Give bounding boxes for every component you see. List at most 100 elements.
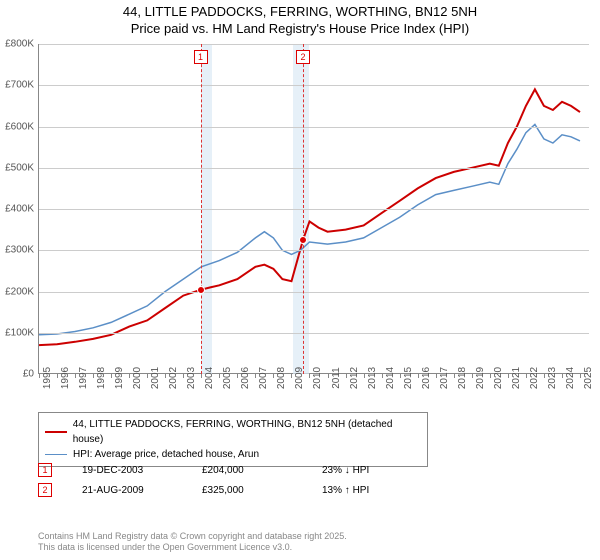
chart-container: 44, LITTLE PADDOCKS, FERRING, WORTHING, …: [0, 0, 600, 560]
transaction-row: 1 19-DEC-2003 £204,000 23% ↓ HPI: [38, 460, 412, 480]
y-gridline: [39, 168, 589, 169]
transaction-delta: 13% ↑ HPI: [322, 485, 412, 496]
series-line: [39, 124, 580, 334]
x-axis-label: 2003: [186, 367, 197, 389]
x-tick: [219, 374, 220, 378]
x-tick: [273, 374, 274, 378]
event-flag: 1: [194, 50, 208, 64]
transaction-price: £204,000: [202, 465, 292, 476]
footer-line-1: Contains HM Land Registry data © Crown c…: [38, 531, 347, 543]
transaction-row: 221-AUG-2009£325,00013% ↑ HPI: [38, 480, 412, 500]
y-gridline: [39, 127, 589, 128]
transaction-number: 1: [38, 463, 52, 477]
chart-area: £0£100K£200K£300K£400K£500K£600K£700K£80…: [38, 44, 588, 394]
y-axis-label: £700K: [5, 80, 34, 91]
x-tick: [328, 374, 329, 378]
x-axis-label: 2005: [222, 367, 233, 389]
x-axis-label: 1996: [60, 367, 71, 389]
y-axis-label: £600K: [5, 121, 34, 132]
x-axis-label: 2020: [493, 367, 504, 389]
x-tick: [201, 374, 202, 378]
x-tick: [508, 374, 509, 378]
x-axis-label: 2018: [457, 367, 468, 389]
footer-attribution: Contains HM Land Registry data © Crown c…: [38, 531, 347, 554]
x-axis-label: 2016: [421, 367, 432, 389]
legend-swatch: [45, 431, 67, 433]
x-tick: [490, 374, 491, 378]
x-tick: [291, 374, 292, 378]
title-line-1: 44, LITTLE PADDOCKS, FERRING, WORTHING, …: [0, 4, 600, 21]
transaction-date: 21-AUG-2009: [82, 485, 172, 496]
x-axis-label: 2023: [547, 367, 558, 389]
transaction-table: 1 19-DEC-2003 £204,000 23% ↓ HPI 2 21-AUG-200…: [38, 460, 412, 500]
x-axis-label: 2021: [511, 367, 522, 389]
x-tick: [364, 374, 365, 378]
y-gridline: [39, 333, 589, 334]
x-tick: [580, 374, 581, 378]
transaction-date: 19-DEC-2003: [82, 465, 172, 476]
x-axis-label: 2022: [529, 367, 540, 389]
x-axis-label: 2008: [276, 367, 287, 389]
x-tick: [75, 374, 76, 378]
x-tick: [454, 374, 455, 378]
legend-swatch: [45, 454, 67, 455]
x-axis-label: 2012: [349, 367, 360, 389]
x-axis-label: 1998: [96, 367, 107, 389]
event-vline: [303, 44, 304, 374]
transaction-marker: [197, 286, 205, 294]
y-axis-label: £400K: [5, 204, 34, 215]
series-line: [39, 89, 580, 345]
title-line-2: Price paid vs. HM Land Registry's House …: [0, 21, 600, 38]
transaction-delta: 23% ↓ HPI: [322, 465, 412, 476]
x-tick: [544, 374, 545, 378]
y-gridline: [39, 85, 589, 86]
x-tick: [129, 374, 130, 378]
x-axis-label: 2001: [150, 367, 161, 389]
y-gridline: [39, 292, 589, 293]
x-axis-label: 2017: [439, 367, 450, 389]
x-tick: [255, 374, 256, 378]
transaction-marker: [299, 236, 307, 244]
x-tick: [93, 374, 94, 378]
y-axis-label: £200K: [5, 286, 34, 297]
legend-label: 44, LITTLE PADDOCKS, FERRING, WORTHING, …: [73, 417, 421, 447]
x-tick: [418, 374, 419, 378]
footer-line-2: This data is licensed under the Open Gov…: [38, 542, 347, 554]
plot-region: £0£100K£200K£300K£400K£500K£600K£700K£80…: [38, 44, 588, 374]
legend: 44, LITTLE PADDOCKS, FERRING, WORTHING, …: [38, 412, 428, 467]
x-axis-label: 2025: [583, 367, 594, 389]
x-axis-label: 1997: [78, 367, 89, 389]
x-axis-label: 1999: [114, 367, 125, 389]
x-axis-label: 2010: [312, 367, 323, 389]
event-vline: [201, 44, 202, 374]
x-tick: [436, 374, 437, 378]
y-gridline: [39, 250, 589, 251]
x-tick: [165, 374, 166, 378]
x-tick: [382, 374, 383, 378]
event-flag: 2: [296, 50, 310, 64]
x-axis-label: 2000: [132, 367, 143, 389]
x-tick: [39, 374, 40, 378]
y-gridline: [39, 44, 589, 45]
x-tick: [562, 374, 563, 378]
x-axis-label: 2013: [367, 367, 378, 389]
x-tick: [346, 374, 347, 378]
legend-item: 44, LITTLE PADDOCKS, FERRING, WORTHING, …: [45, 417, 421, 447]
y-axis-label: £100K: [5, 327, 34, 338]
y-axis-label: £800K: [5, 39, 34, 50]
x-axis-label: 2024: [565, 367, 576, 389]
x-axis-label: 2014: [385, 367, 396, 389]
transaction-number: 2: [38, 483, 52, 497]
y-axis-label: £500K: [5, 162, 34, 173]
y-gridline: [39, 209, 589, 210]
x-tick: [147, 374, 148, 378]
x-tick: [526, 374, 527, 378]
x-axis-label: 2019: [475, 367, 486, 389]
x-axis-label: 2004: [204, 367, 215, 389]
x-axis-label: 2011: [331, 367, 342, 389]
x-axis-label: 2006: [240, 367, 251, 389]
x-axis-label: 2002: [168, 367, 179, 389]
x-tick: [472, 374, 473, 378]
x-tick: [400, 374, 401, 378]
y-axis-label: £300K: [5, 245, 34, 256]
